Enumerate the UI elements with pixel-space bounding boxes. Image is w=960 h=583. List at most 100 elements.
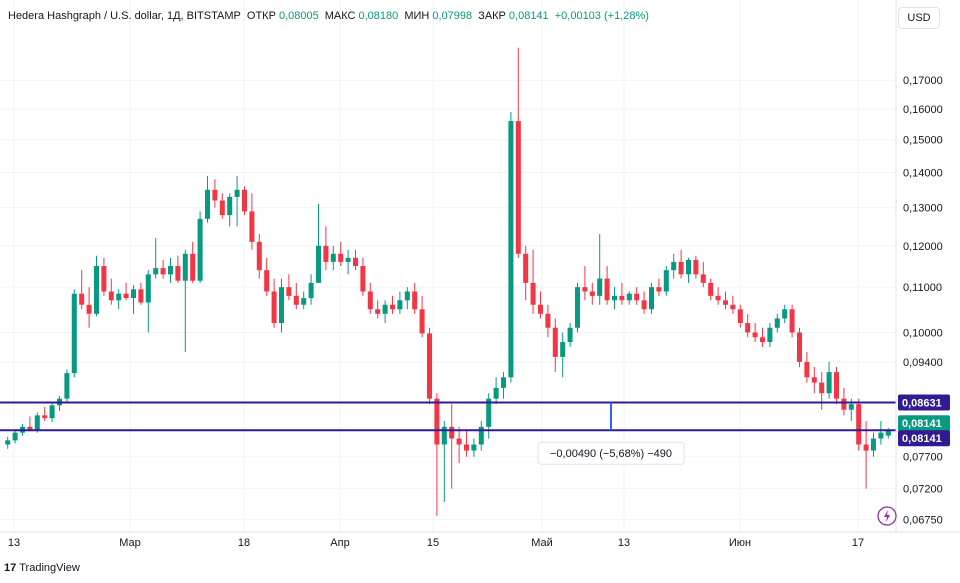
candle[interactable] [567,323,573,347]
candle[interactable] [130,284,137,314]
candle[interactable] [745,313,751,338]
candle[interactable] [49,403,55,423]
candle[interactable] [93,255,100,317]
candle[interactable] [397,291,403,314]
candle[interactable] [656,278,662,296]
candle[interactable] [574,282,581,333]
candle[interactable] [685,257,692,283]
candle[interactable] [197,211,203,283]
candle[interactable] [12,429,18,444]
candle[interactable] [478,421,484,451]
candle[interactable] [782,304,788,324]
candle[interactable] [560,332,566,378]
candle[interactable] [241,186,248,216]
candle[interactable] [264,257,270,296]
candle[interactable] [315,204,322,283]
candle[interactable] [878,421,884,445]
candle[interactable] [463,429,470,457]
candle[interactable] [101,257,107,296]
candle[interactable] [789,304,795,338]
candle[interactable] [42,406,48,422]
candle[interactable] [796,327,803,367]
candle[interactable] [426,327,433,405]
candle[interactable] [715,287,721,305]
candle[interactable] [338,241,344,267]
candle[interactable] [597,234,603,305]
candle[interactable] [352,249,359,271]
candle[interactable] [5,436,11,449]
candle[interactable] [389,295,396,314]
candle[interactable] [648,282,655,314]
candle[interactable] [434,393,440,516]
candle[interactable] [737,304,743,328]
candle[interactable] [515,47,521,258]
candle[interactable] [419,295,425,338]
candle[interactable] [64,369,70,404]
candle[interactable] [175,255,181,283]
candle[interactable] [619,282,625,305]
candle[interactable] [345,249,351,275]
candle[interactable] [308,274,314,305]
candle[interactable] [286,274,292,301]
candle[interactable] [375,300,381,319]
candle[interactable] [449,404,455,489]
candle[interactable] [700,261,706,288]
candle[interactable] [626,291,632,305]
candle[interactable] [856,398,862,451]
currency-button[interactable]: USD [898,7,940,29]
candle[interactable] [212,179,218,208]
candle[interactable] [123,282,129,301]
candle[interactable] [537,291,544,319]
candle[interactable] [138,282,144,305]
candle[interactable] [249,193,255,250]
candle[interactable] [167,257,174,283]
candle[interactable] [678,249,684,279]
candle[interactable] [833,366,840,405]
candle[interactable] [116,289,122,310]
candle[interactable] [160,259,166,279]
candle[interactable] [219,193,225,219]
candle[interactable] [293,282,299,310]
candle[interactable] [227,193,233,227]
candle[interactable] [500,372,507,399]
candle[interactable] [145,270,151,333]
candle[interactable] [234,175,240,227]
candle[interactable] [530,249,536,314]
candle[interactable] [552,318,558,373]
candle[interactable] [752,323,758,343]
candle[interactable] [767,323,773,347]
candle[interactable] [86,287,92,328]
candle[interactable] [582,266,588,301]
candle[interactable] [508,112,514,383]
candle[interactable] [870,432,877,457]
candle[interactable] [412,282,418,314]
candle[interactable] [441,421,447,503]
candle[interactable] [634,287,640,305]
candle[interactable] [774,313,780,333]
candle[interactable] [27,416,33,432]
candle[interactable] [330,245,336,271]
candle[interactable] [545,304,551,338]
candle[interactable] [493,377,499,405]
candle[interactable] [182,249,188,352]
candle[interactable] [153,237,159,279]
candle[interactable] [404,287,410,310]
candle[interactable] [671,253,677,279]
candle[interactable] [323,226,329,271]
candle[interactable] [382,300,388,324]
candle[interactable] [71,289,77,378]
candle[interactable] [301,291,307,310]
candle[interactable] [730,295,736,314]
candle[interactable] [863,421,869,489]
candle[interactable] [722,291,729,310]
candle[interactable] [256,234,262,279]
candle[interactable] [523,245,529,301]
candle[interactable] [589,282,595,305]
candle[interactable] [471,438,477,457]
candle[interactable] [819,372,825,410]
candle[interactable] [456,426,462,463]
candle[interactable] [611,287,618,310]
tradingview-logo[interactable]: 17 TradingView [4,562,80,574]
candle[interactable] [759,327,766,347]
candle[interactable] [204,175,211,223]
